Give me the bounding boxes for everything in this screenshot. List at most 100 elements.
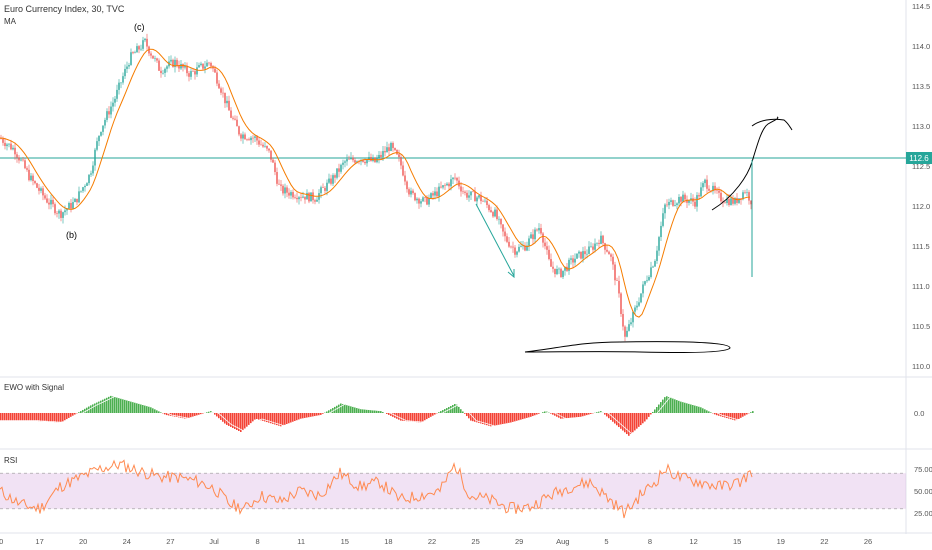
candle-body [122,76,124,83]
ewo-bar [26,413,28,421]
candle-body [152,55,154,59]
ewo-bar [574,413,576,418]
ewo-bar [18,413,20,421]
candle-body [594,243,596,250]
ewo-bar [668,397,670,413]
ewo-bar [144,405,146,413]
ewo-bar [46,413,48,422]
ewo-bar [498,413,500,425]
candle-body [208,62,210,64]
support-ellipse-drawing[interactable] [524,341,731,354]
ewo-bar [746,413,748,415]
ewo-bar [550,413,552,414]
ewo-bar [298,413,300,420]
candle-body [162,72,164,74]
ewo-bar [126,400,128,413]
candle-body [336,168,338,178]
candle-body [536,229,538,231]
ewo-bar [240,413,242,432]
candle-body [38,187,40,191]
arrow-drawing[interactable] [475,203,515,279]
time-tick-label: 8 [256,537,260,546]
projection-curve-drawing[interactable] [711,116,779,211]
ewo-bar [424,413,426,421]
time-tick-label: 18 [384,537,392,546]
ewo-bar [100,400,102,413]
ewo-bar [518,413,520,421]
candle-body [332,175,334,184]
candle-body [28,169,30,181]
ewo-bar [132,402,134,413]
candle-body [388,147,390,151]
candle-body [544,242,546,247]
time-tick-label: 19 [777,537,785,546]
ewo-bar [376,410,378,413]
time-tick-label: 22 [428,537,436,546]
projection-hook-drawing[interactable] [751,118,793,131]
candle-body [596,242,598,244]
candle-body [158,60,160,71]
candle-body [36,183,38,188]
ewo-bar [136,403,138,413]
candle-body [444,185,446,186]
ewo-bar [326,411,328,413]
ewo-bar [500,413,502,425]
candle-body [668,201,670,206]
candle-body [428,198,430,205]
candle-body [442,185,444,188]
candle-body [532,234,534,240]
ewo-bar [744,413,746,416]
ewo-bar [580,413,582,417]
candle-body [326,182,328,191]
candle-body [110,106,112,115]
ewo-bar [464,413,466,414]
candle-body [102,125,104,132]
candle-body [78,191,80,203]
ewo-bar [578,413,580,417]
candle-body [248,139,250,141]
candle-body [310,192,312,202]
ewo-bar [536,413,538,415]
ewo-bar [60,413,62,423]
ewo-bar [70,413,72,417]
price-tick-label: 110.0 [912,362,930,371]
ewo-bar [220,413,222,420]
price-tick-label: 112.5 [912,162,930,171]
candle-body [214,68,216,73]
candle-body [390,142,392,151]
candle-body [304,196,306,200]
candle-body [514,247,516,255]
ewo-bar [340,403,342,413]
ewo-bar [640,413,642,426]
candle-body [172,59,174,68]
candle-body [188,73,190,77]
candle-body [174,59,176,68]
time-tick-label: 26 [864,537,872,546]
candle-body [292,192,294,198]
candle-body [228,100,230,111]
candle-body [364,161,366,164]
chart-title: Euro Currency Index, 30, TVC [4,4,125,14]
ewo-bar [84,408,86,413]
ewo-bar [636,413,638,429]
candle-body [638,302,640,306]
candle-body [90,173,92,175]
ewo-bar [8,413,10,421]
ewo-bar [692,405,694,413]
candle-body [312,192,314,201]
ewo-bar [480,413,482,424]
candle-body [576,253,578,259]
candle-body [652,266,654,268]
ewo-bar [128,401,130,413]
ewo-bar [2,413,4,421]
candle-body [472,191,474,193]
ewo-bar [414,413,416,422]
ewo-bar [686,403,688,413]
candle-body [504,231,506,237]
ewo-bar [456,404,458,413]
ewo-bar [570,413,572,418]
ewo-bar [44,413,46,422]
time-tick-label: 5 [604,537,608,546]
candle-body [376,158,378,163]
